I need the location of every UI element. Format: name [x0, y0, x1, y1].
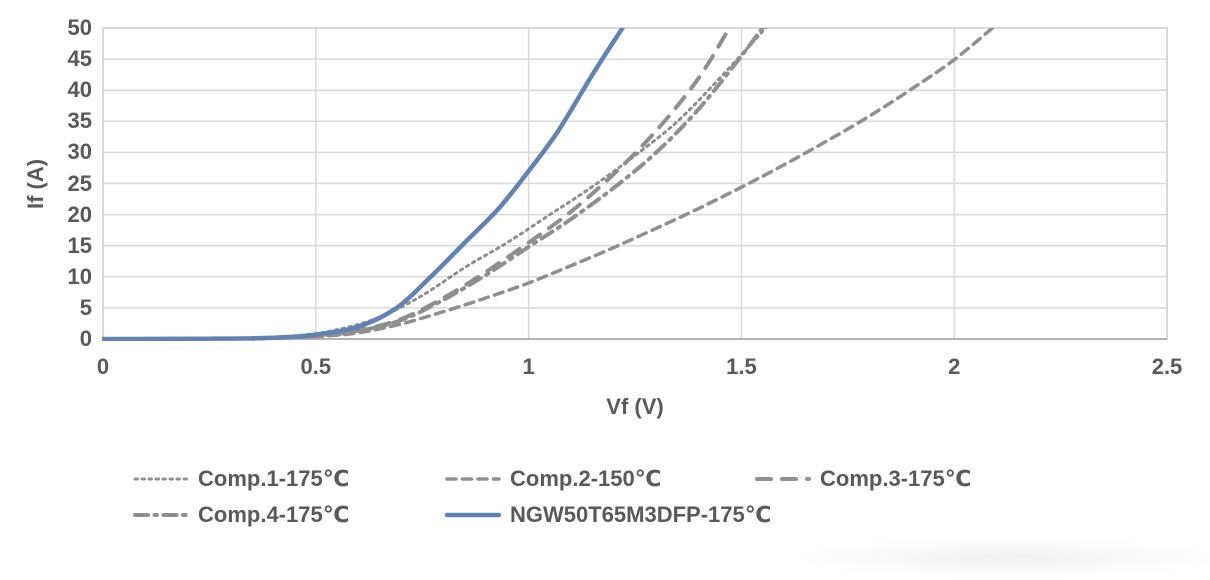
y-tick-label: 5	[79, 294, 92, 320]
long-dash-line-icon	[755, 477, 811, 481]
x-tick-label: 0.5	[300, 354, 332, 379]
dashed-line-icon	[445, 477, 501, 481]
x-tick-label: 2	[948, 354, 961, 379]
y-axis-title: If (A)	[23, 158, 48, 210]
background-smudge	[792, 536, 1210, 580]
y-tick-label: 35	[67, 108, 92, 134]
legend-label: NGW50T65M3DFP-175℃	[510, 502, 772, 527]
legend-label: Comp.2-150℃	[510, 466, 662, 491]
y-tick-label: 45	[67, 46, 92, 72]
legend-label: Comp.1-175℃	[198, 466, 350, 491]
y-tick-label: 25	[67, 170, 92, 196]
x-tick-label: 1	[522, 354, 535, 379]
series-curve	[250, 28, 996, 341]
dash-dot-line-icon	[133, 513, 189, 517]
series-curve	[250, 28, 732, 341]
y-tick-label: 15	[67, 232, 92, 258]
x-tick-label: 2.5	[1151, 354, 1183, 379]
legend-item-ngw50t65m3dfp: NGW50T65M3DFP-175℃	[445, 502, 771, 528]
series-curve	[250, 28, 765, 341]
legend-item-comp2: Comp.2-150℃	[445, 466, 661, 492]
x-tick-label: 0	[96, 354, 110, 379]
y-tick-label: 20	[67, 201, 92, 227]
solid-line-icon	[445, 512, 501, 518]
legend-item-comp3: Comp.3-175℃	[755, 466, 971, 492]
y-tick-label: 40	[67, 77, 92, 103]
series-curve	[229, 28, 768, 340]
y-tick-label: 30	[67, 139, 92, 165]
y-tick-label: 0	[79, 326, 92, 351]
y-tick-label: 10	[67, 263, 92, 289]
x-axis-title: Vf (V)	[606, 394, 664, 419]
series-curve	[102, 28, 626, 341]
legend-label: Comp.3-175℃	[820, 466, 972, 491]
legend-label: Comp.4-175℃	[198, 502, 350, 527]
legend-item-comp4: Comp.4-175℃	[133, 502, 349, 528]
x-tick-label: 1.5	[726, 354, 757, 379]
plot-area	[102, 27, 1168, 341]
y-tick-label: 50	[67, 15, 92, 40]
legend-item-comp1: Comp.1-175℃	[133, 466, 349, 492]
dotted-line-icon	[133, 477, 189, 481]
